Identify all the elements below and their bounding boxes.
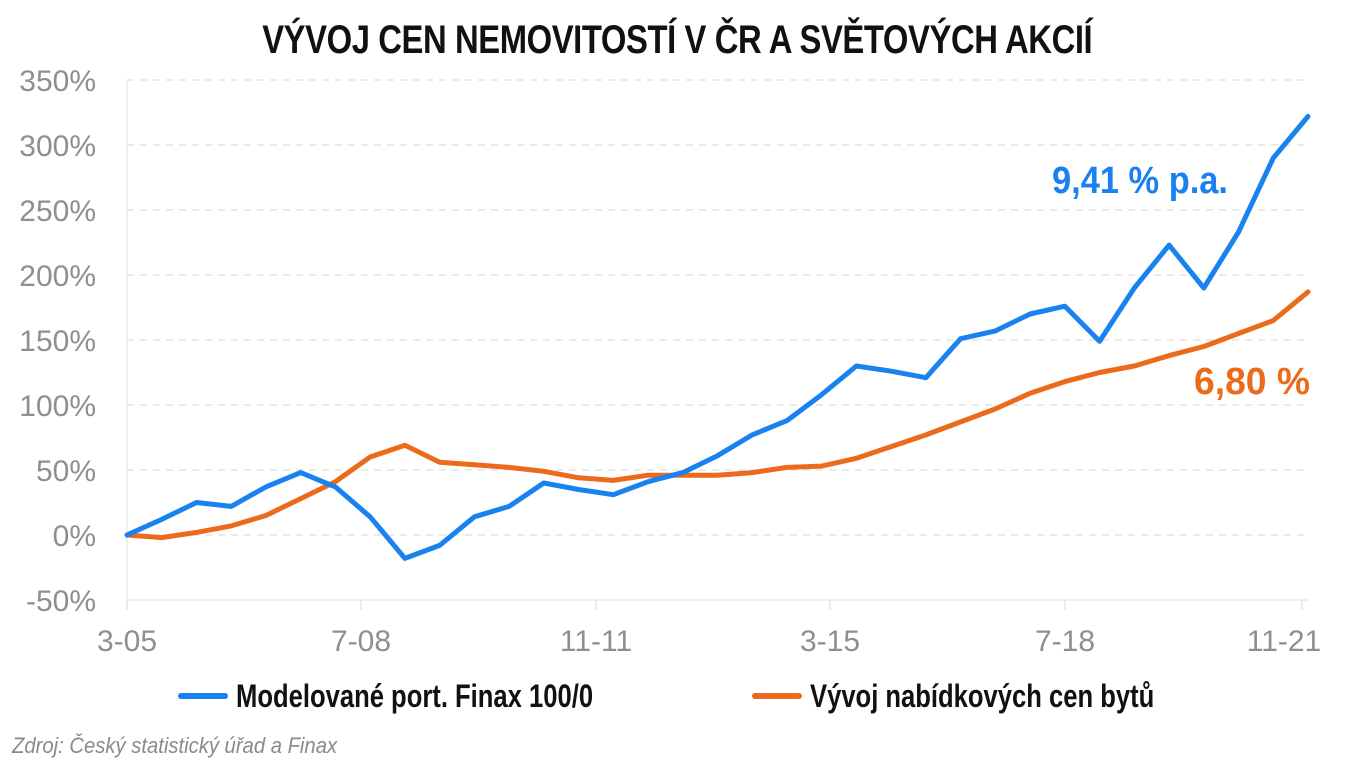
y-tick-label: 250% bbox=[19, 195, 96, 228]
y-tick-label: 350% bbox=[19, 65, 96, 98]
x-axis: 3-05 7-08 11-11 3-15 7-18 11-21 bbox=[97, 600, 1321, 658]
legend-item-housing[interactable]: Vývoj nabídkových cen bytů bbox=[752, 672, 1240, 720]
annotation-finax-return: 9,41 % p.a. bbox=[1052, 160, 1228, 202]
legend-swatch-blue-icon bbox=[178, 693, 228, 699]
y-tick-label: 0% bbox=[53, 520, 96, 553]
gridlines bbox=[126, 79, 1308, 608]
y-tick-label: 300% bbox=[19, 130, 96, 163]
chart-title: VÝVOJ CEN NEMOVITOSTÍ V ČR A SVĚTOVÝCH A… bbox=[262, 18, 1093, 62]
legend-label: Vývoj nabídkových cen bytů bbox=[810, 677, 1155, 714]
x-tick-label: 3-05 bbox=[97, 625, 157, 658]
x-tick-label: 11-21 bbox=[1247, 625, 1322, 658]
series-finax-line bbox=[124, 113, 1311, 561]
y-tick-label: -50% bbox=[26, 585, 96, 618]
y-tick-label: 200% bbox=[19, 260, 96, 293]
y-tick-label: 50% bbox=[36, 455, 96, 488]
y-tick-label: 150% bbox=[19, 325, 96, 358]
legend-item-finax[interactable]: Modelované port. Finax 100/0 bbox=[178, 672, 682, 720]
y-tick-label: 100% bbox=[19, 390, 96, 423]
source-note: Zdroj: Český statistický úřad a Finax bbox=[12, 733, 338, 758]
x-tick-label: 7-08 bbox=[331, 625, 391, 658]
legend-swatch-orange-icon bbox=[752, 693, 802, 699]
x-tick-label: 11-11 bbox=[560, 625, 632, 658]
x-tick-label: 3-15 bbox=[800, 625, 860, 658]
legend: Modelované port. Finax 100/0 Vývoj nabíd… bbox=[0, 672, 1355, 720]
legend-label: Modelované port. Finax 100/0 bbox=[236, 677, 594, 714]
series-housing-line bbox=[124, 289, 1311, 541]
y-axis: 350% 300% 250% 200% 150% 100% 50% 0% -50% bbox=[19, 65, 96, 618]
annotation-housing-return: 6,80 % bbox=[1194, 361, 1310, 403]
x-tick-label: 7-18 bbox=[1035, 625, 1095, 658]
